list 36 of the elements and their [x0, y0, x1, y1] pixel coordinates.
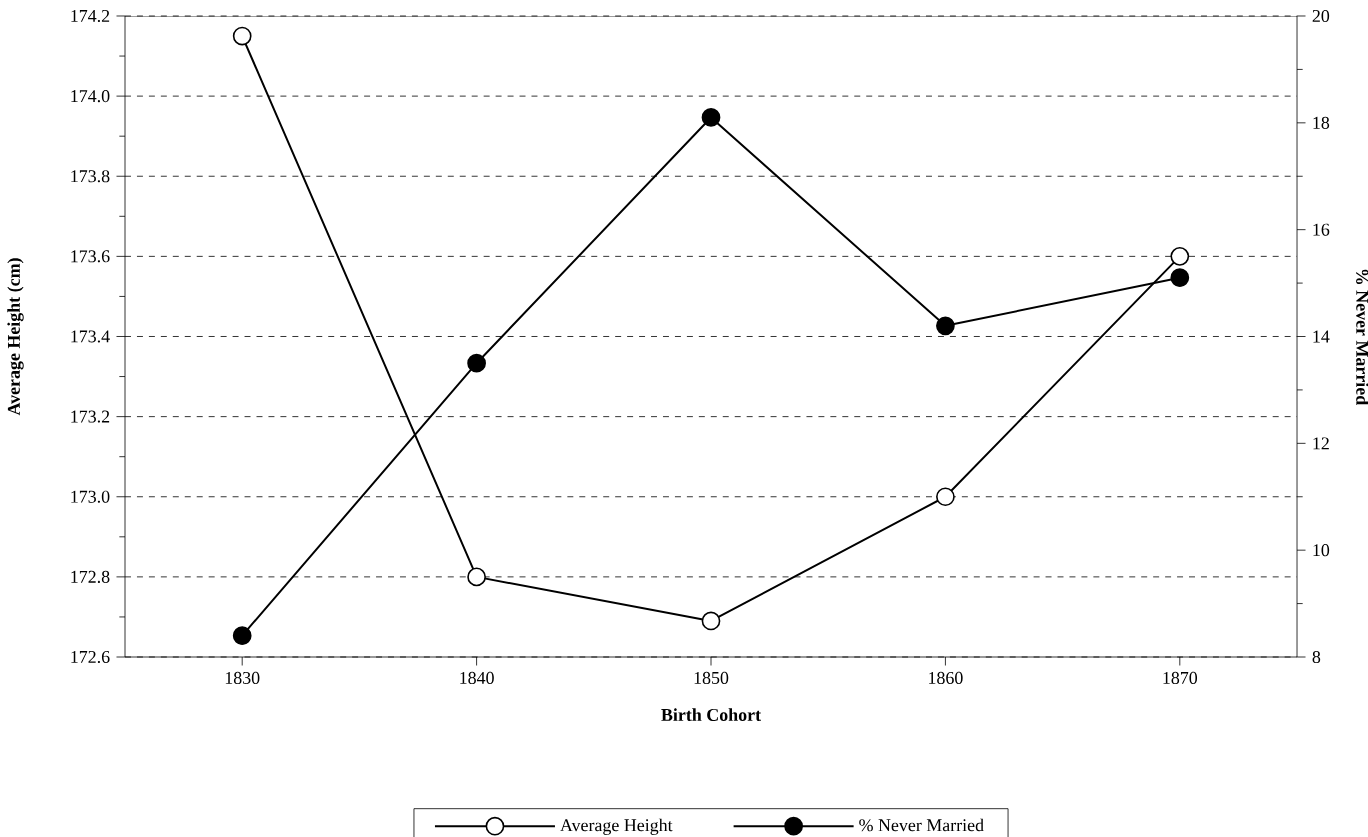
point — [467, 353, 486, 373]
point — [232, 26, 252, 46]
y2-tick-label: 20 — [1312, 9, 1330, 23]
point — [1170, 247, 1190, 266]
y2-tick-label: 10 — [1313, 544, 1330, 557]
y2-tick-label: 14 — [1313, 330, 1330, 343]
x-tick-label: 1850 — [694, 671, 729, 684]
x-axis-title: Birth Cohort — [661, 708, 761, 721]
x-tick-label: 1830 — [225, 671, 260, 684]
y2-tick-label: 18 — [1313, 116, 1330, 129]
y-tick-label: 174.0 — [71, 90, 110, 103]
y2-axis-title: % Never Married — [1356, 269, 1368, 406]
y-tick-label: 173.8 — [71, 170, 110, 183]
point — [701, 108, 721, 127]
x-tick-label: 1840 — [460, 671, 494, 684]
y-tick-label: 173.0 — [71, 490, 110, 503]
point — [467, 567, 486, 587]
legend-label: % Never Married — [859, 818, 984, 832]
point — [1170, 268, 1190, 288]
point — [936, 316, 955, 336]
x-tick-label: 1860 — [929, 671, 963, 684]
y-tick-label: 172.6 — [71, 650, 110, 664]
y-tick-label: 174.2 — [71, 9, 110, 23]
legend-label: Average Height — [560, 818, 673, 835]
y-tick-label: 172.8 — [71, 570, 110, 583]
y-axis-title: Average Height (cm) — [7, 258, 24, 416]
y-tick-label: 173.2 — [71, 410, 110, 423]
point — [936, 487, 955, 507]
y-tick-label: 173.6 — [71, 250, 110, 263]
x-tick-label: 1870 — [1163, 671, 1198, 684]
y2-tick-label: 12 — [1313, 437, 1329, 450]
y-tick-label: 173.4 — [71, 330, 110, 343]
y2-tick-label: 16 — [1313, 223, 1330, 236]
point — [232, 626, 252, 645]
y2-tick-label: 8 — [1312, 650, 1321, 664]
point — [701, 611, 721, 631]
